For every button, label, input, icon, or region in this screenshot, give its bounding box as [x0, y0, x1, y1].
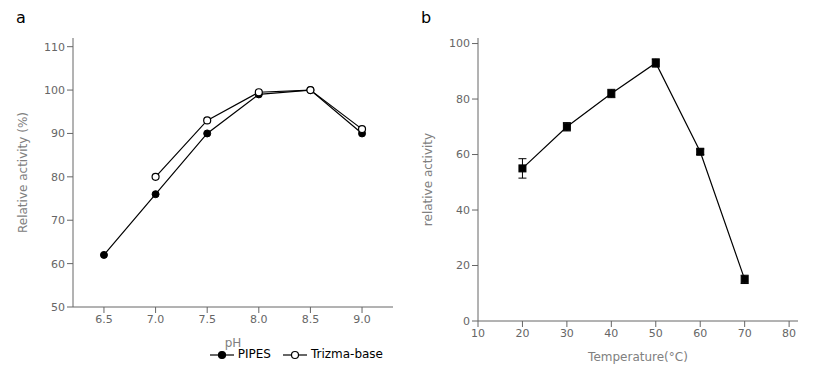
- svg-text:90: 90: [51, 127, 65, 140]
- svg-text:80: 80: [51, 171, 65, 184]
- svg-text:20: 20: [456, 259, 470, 272]
- svg-text:9.0: 9.0: [353, 313, 371, 326]
- svg-text:Temperature(°C): Temperature(°C): [587, 350, 688, 364]
- svg-text:60: 60: [456, 148, 470, 161]
- svg-text:100: 100: [449, 37, 470, 50]
- svg-text:40: 40: [456, 204, 470, 217]
- svg-text:30: 30: [560, 327, 574, 340]
- svg-text:8.5: 8.5: [302, 313, 320, 326]
- svg-text:70: 70: [51, 214, 65, 227]
- svg-text:60: 60: [693, 327, 707, 340]
- html-text:a: a: [16, 8, 26, 27]
- svg-text:60: 60: [51, 258, 65, 271]
- svg-text:7.5: 7.5: [198, 313, 216, 326]
- svg-text:pH: pH: [225, 336, 242, 350]
- svg-text:20: 20: [515, 327, 529, 340]
- svg-text:40: 40: [604, 327, 618, 340]
- svg-text:0: 0: [463, 315, 470, 328]
- svg-text:6.5: 6.5: [95, 313, 113, 326]
- html-text:Trizma-base: Trizma-base: [310, 347, 383, 361]
- svg-text:80: 80: [456, 93, 470, 106]
- svg-text:8.0: 8.0: [250, 313, 268, 326]
- svg-text:relative activity: relative activity: [421, 133, 435, 226]
- svg-text:80: 80: [782, 327, 796, 340]
- svg-text:7.0: 7.0: [147, 313, 165, 326]
- svg-text:10: 10: [471, 327, 485, 340]
- html-text:PIPES: PIPES: [237, 347, 271, 361]
- svg-text:110: 110: [44, 41, 65, 54]
- svg-text:100: 100: [44, 84, 65, 97]
- html-text:b: b: [421, 8, 432, 27]
- svg-text:50: 50: [649, 327, 663, 340]
- svg-text:70: 70: [738, 327, 752, 340]
- svg-text:Relative activity (%): Relative activity (%): [16, 112, 30, 233]
- svg-text:50: 50: [51, 301, 65, 314]
